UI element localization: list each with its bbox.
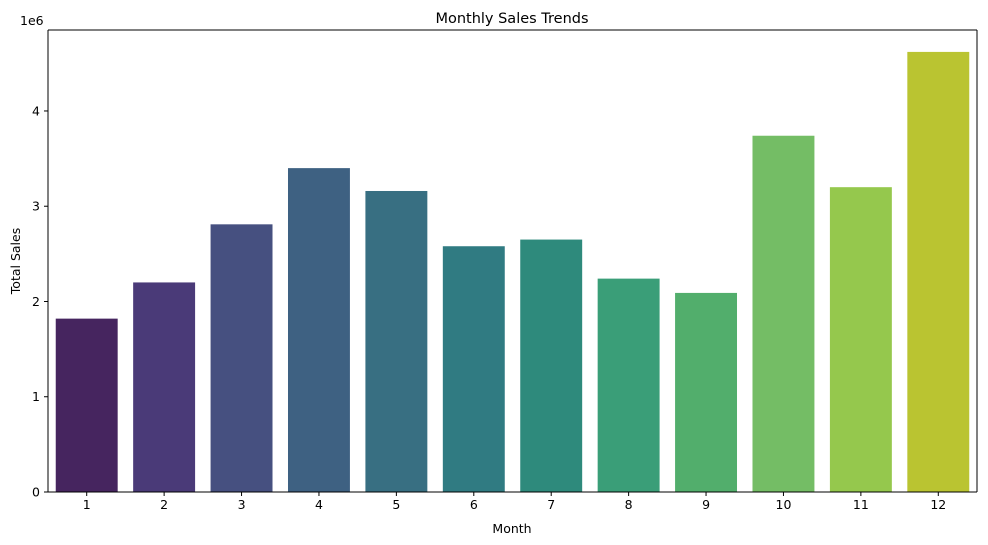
bar-month-5 <box>365 190 428 492</box>
x-tick-label: 12 <box>930 497 946 512</box>
x-tick-label: 7 <box>547 497 555 512</box>
bar-month-2 <box>133 282 196 492</box>
bar-month-10 <box>752 135 815 492</box>
y-tick-label: 0 <box>32 485 40 500</box>
x-tick-label: 10 <box>776 497 792 512</box>
x-tick-label: 5 <box>392 497 400 512</box>
bar-month-9 <box>675 292 738 492</box>
x-tick-label: 3 <box>238 497 246 512</box>
bar-month-12 <box>907 51 970 493</box>
x-tick-label: 1 <box>83 497 91 512</box>
x-tick-label: 8 <box>625 497 633 512</box>
chart-title: Monthly Sales Trends <box>435 11 588 27</box>
y-tick-label: 3 <box>32 199 40 214</box>
bar-month-1 <box>55 318 118 492</box>
bar-month-7 <box>520 239 583 492</box>
x-tick-label: 11 <box>853 497 869 512</box>
bar-month-11 <box>829 187 892 492</box>
y-axis-label: Total Sales <box>8 228 23 295</box>
bar-month-8 <box>597 278 660 492</box>
x-tick-label: 6 <box>470 497 478 512</box>
bar-month-3 <box>210 224 273 492</box>
bars-group <box>55 51 970 493</box>
x-tick-label: 4 <box>315 497 323 512</box>
bar-month-4 <box>287 168 350 492</box>
x-axis-label: Month <box>492 521 531 536</box>
bar-month-6 <box>442 246 505 492</box>
y-tick-label: 4 <box>32 103 40 118</box>
x-tick-label: 9 <box>702 497 710 512</box>
y-axis-offset-label: 1e6 <box>20 13 44 28</box>
x-tick-label: 2 <box>160 497 168 512</box>
y-tick-label: 1 <box>32 389 40 404</box>
y-tick-label: 2 <box>32 294 40 309</box>
